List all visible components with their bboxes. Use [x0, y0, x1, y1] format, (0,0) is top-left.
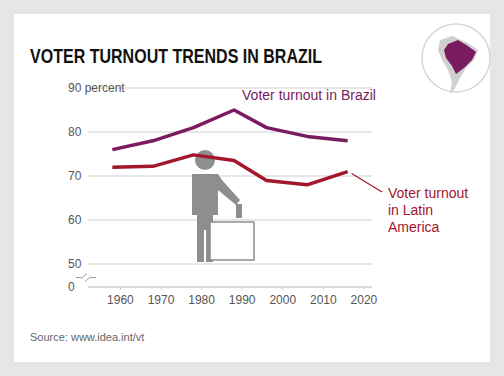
- series-label: Voter turnoutin LatinAmerica: [388, 185, 468, 235]
- brazil-shape: [444, 40, 476, 74]
- title: VOTER TURNOUT TRENDS IN BRAZIL: [30, 45, 322, 67]
- x-tick-label: 1960: [107, 293, 134, 307]
- x-tick-label: 2020: [351, 293, 378, 307]
- continent: [438, 36, 478, 94]
- x-tick-label: 2010: [310, 293, 337, 307]
- x-axis: 1960 1970 1980 1990 2000 2010 2020: [107, 287, 377, 307]
- x-tick-label: 1980: [188, 293, 215, 307]
- label-leader: [352, 174, 382, 192]
- label-line: America: [388, 219, 440, 235]
- x-tick: [282, 287, 283, 290]
- lines: [112, 110, 347, 185]
- label-line: in Latin: [388, 202, 433, 218]
- grid-line: [88, 263, 372, 264]
- axis-break: [81, 274, 87, 279]
- source: Source: www.idea.int/vt: [30, 331, 144, 343]
- y-tick-label: 0: [68, 280, 75, 294]
- grid-line: [88, 219, 372, 220]
- axis-break: [91, 277, 96, 278]
- grid-line: [88, 131, 372, 132]
- ballot-box: [210, 222, 254, 260]
- y-tick-label: 80: [68, 125, 82, 139]
- globe-icon: [422, 24, 490, 94]
- series-line: [112, 110, 347, 150]
- x-tick: [161, 287, 162, 290]
- grid-line: [88, 286, 372, 287]
- y-axis: 0 50 60 70 80 90 percent: [68, 81, 372, 294]
- x-tick-label: 2000: [269, 293, 296, 307]
- axis-break: [85, 277, 91, 282]
- icon-head: [195, 150, 215, 170]
- ballot: [236, 204, 242, 218]
- label-line: Voter turnout: [388, 185, 468, 201]
- y-tick-label: 60: [68, 213, 82, 227]
- series-line: [112, 155, 347, 185]
- x-tick: [201, 287, 202, 290]
- y-tick-label: 50: [68, 257, 82, 271]
- x-tick: [120, 287, 121, 290]
- x-tick: [363, 287, 364, 290]
- x-axis-line: [88, 286, 372, 287]
- x-tick: [323, 287, 324, 290]
- axis-break-bg: [80, 274, 96, 282]
- chart: VOTER TURNOUT TRENDS IN BRAZIL 0 50 60 70 80 9…: [0, 0, 504, 376]
- y-tick-label: 90 percent: [68, 81, 125, 95]
- card: [14, 14, 490, 362]
- series-label: Voter turnout in Brazil: [242, 87, 376, 103]
- x-tick-label: 1990: [229, 293, 256, 307]
- x-tick: [242, 287, 243, 290]
- y-tick-label: 70: [68, 169, 82, 183]
- axis-break: [76, 277, 81, 278]
- series-labels: Voter turnout in Brazil Voter turnoutin L…: [242, 87, 468, 235]
- x-tick-label: 1970: [148, 293, 175, 307]
